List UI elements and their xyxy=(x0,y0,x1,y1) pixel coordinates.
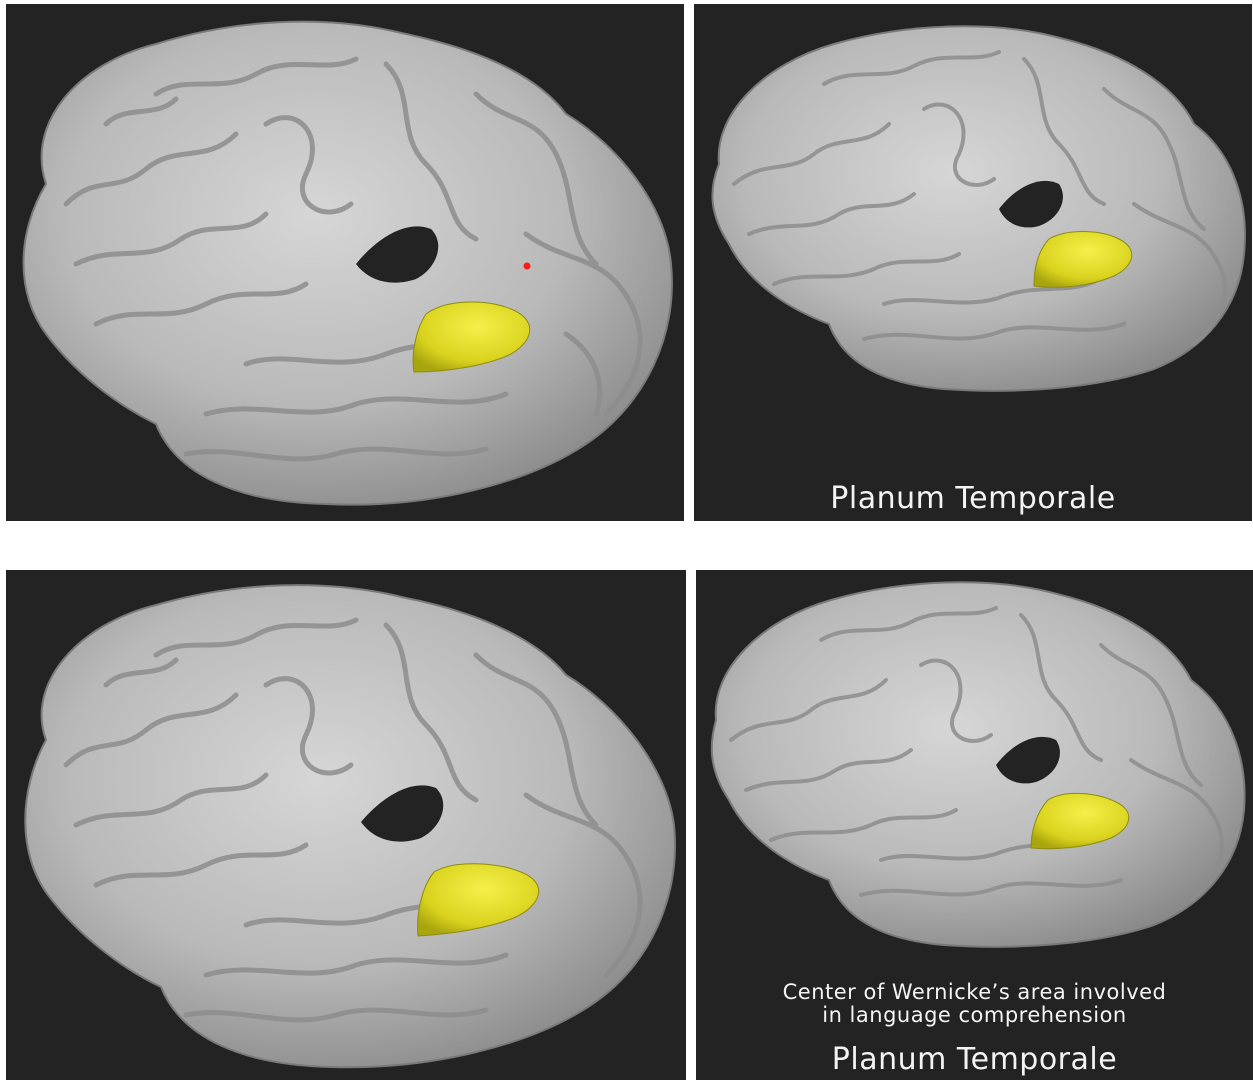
brain-panel-top-right: Planum Temporale xyxy=(694,4,1252,521)
marker-point xyxy=(523,262,531,270)
planum-temporale-highlight xyxy=(1033,231,1132,288)
cortex-surface xyxy=(24,584,676,1069)
caption-wernicke-line-2: in language comprehension xyxy=(822,1003,1127,1027)
cortex-surface xyxy=(710,581,1246,948)
brain-panel-bottom-right: Center of Wernicke’s area involved in la… xyxy=(696,570,1253,1080)
brain-panel-top-left xyxy=(6,4,684,521)
brain-surface-render xyxy=(24,584,676,1069)
brain-surface-render xyxy=(22,20,673,506)
caption-planum-temporale: Planum Temporale xyxy=(831,1042,1118,1077)
gyri-folds xyxy=(732,50,1227,346)
lateral-sulcus-opening xyxy=(999,180,1063,228)
planum-temporale-highlight xyxy=(412,301,531,373)
gyri-folds xyxy=(729,606,1224,902)
lateral-sulcus-opening xyxy=(361,785,444,842)
gyri-folds xyxy=(63,56,643,462)
brain-surface-render xyxy=(710,581,1246,948)
caption-wernicke-line-1: Center of Wernicke’s area involved xyxy=(782,980,1167,1004)
lateral-sulcus-opening xyxy=(356,226,439,283)
brain-panel-bottom-left xyxy=(6,570,686,1080)
cortex-surface xyxy=(711,25,1246,392)
caption-planum-temporale: Planum Temporale xyxy=(830,481,1116,516)
brain-surface-render xyxy=(711,25,1246,392)
planum-temporale-highlight xyxy=(1030,792,1129,850)
planum-temporale-highlight xyxy=(417,863,540,937)
cortex-surface xyxy=(22,20,673,506)
lateral-sulcus-opening xyxy=(996,736,1060,784)
